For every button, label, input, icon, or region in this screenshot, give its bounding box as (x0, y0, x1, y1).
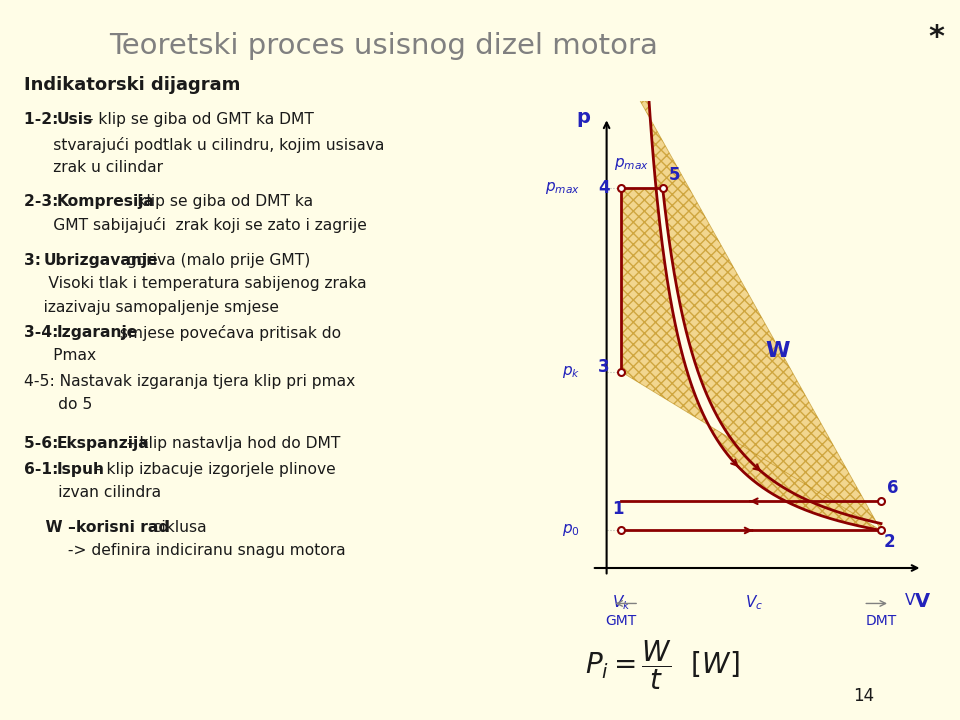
Text: 4: 4 (598, 179, 610, 197)
Text: Pmax: Pmax (24, 348, 96, 364)
Text: 1-2:: 1-2: (24, 112, 63, 127)
Text: 1: 1 (612, 500, 624, 518)
Text: Izgaranje: Izgaranje (57, 325, 138, 341)
Text: Ispuh: Ispuh (57, 462, 105, 477)
Text: 3:: 3: (24, 253, 46, 269)
Text: goriva (malo prije GMT): goriva (malo prije GMT) (122, 253, 310, 269)
Text: -> definira indiciranu snagu motora: -> definira indiciranu snagu motora (24, 543, 346, 558)
Text: V: V (905, 593, 916, 608)
Text: Ekspanzija: Ekspanzija (57, 436, 150, 451)
Text: 5-6:: 5-6: (24, 436, 63, 451)
Text: - klip se giba od GMT ka DMT: - klip se giba od GMT ka DMT (83, 112, 314, 127)
Text: – klip nastavlja hod do DMT: – klip nastavlja hod do DMT (122, 436, 340, 451)
Text: 4-5: Nastavak izgaranja tjera klip pri pmax: 4-5: Nastavak izgaranja tjera klip pri p… (24, 374, 355, 390)
Text: 6: 6 (887, 479, 899, 497)
Text: $p_k$: $p_k$ (562, 364, 580, 380)
Text: Visoki tlak i temperatura sabijenog zraka: Visoki tlak i temperatura sabijenog zrak… (24, 276, 367, 292)
Text: Indikatorski dijagram: Indikatorski dijagram (24, 76, 240, 94)
Text: 5: 5 (668, 166, 680, 184)
Text: korisni rad: korisni rad (76, 520, 170, 535)
Text: GMT: GMT (606, 614, 637, 628)
Text: *: * (928, 23, 944, 52)
Text: $p_{max}$: $p_{max}$ (545, 181, 580, 197)
Text: ciklusa: ciklusa (148, 520, 206, 535)
Text: stvarajući podtlak u cilindru, kojim usisava: stvarajući podtlak u cilindru, kojim usi… (24, 137, 384, 153)
Text: $p_{max}$: $p_{max}$ (614, 156, 649, 171)
Text: p: p (576, 108, 590, 127)
Text: $V_k$: $V_k$ (612, 593, 631, 612)
Text: izvan cilindra: izvan cilindra (24, 485, 161, 500)
Text: 2-3:: 2-3: (24, 194, 63, 210)
Text: $p_0$: $p_0$ (563, 523, 580, 539)
Text: V: V (915, 592, 930, 611)
Text: W –: W – (24, 520, 82, 535)
Text: smjese povećava pritisak do: smjese povećava pritisak do (115, 325, 342, 341)
Text: 3: 3 (598, 358, 610, 376)
Text: GMT sabijajući  zrak koji se zato i zagrije: GMT sabijajući zrak koji se zato i zagri… (24, 217, 367, 233)
Text: – klip izbacuje izgorjele plinove: – klip izbacuje izgorjele plinove (89, 462, 336, 477)
Text: Usis: Usis (57, 112, 93, 127)
Text: izazivaju samopaljenje smjese: izazivaju samopaljenje smjese (24, 300, 279, 315)
Text: 2: 2 (884, 533, 896, 551)
Text: DMT: DMT (865, 614, 897, 628)
Text: - klip se giba od DMT ka: - klip se giba od DMT ka (122, 194, 313, 210)
Text: Teoretski proces usisnog dizel motora: Teoretski proces usisnog dizel motora (109, 32, 659, 60)
Text: W: W (765, 341, 790, 361)
Text: $V_c$: $V_c$ (745, 593, 763, 612)
Text: $P_i = \dfrac{W}{t}\ \ [W]$: $P_i = \dfrac{W}{t}\ \ [W]$ (585, 639, 739, 692)
Text: 3-4:: 3-4: (24, 325, 63, 341)
Text: 14: 14 (853, 687, 875, 704)
Text: Kompresija: Kompresija (57, 194, 155, 210)
Text: Ubrizgavanje: Ubrizgavanje (43, 253, 158, 269)
Text: zrak u cilindar: zrak u cilindar (24, 160, 163, 175)
Text: do 5: do 5 (24, 397, 92, 413)
Text: 6-1:: 6-1: (24, 462, 63, 477)
